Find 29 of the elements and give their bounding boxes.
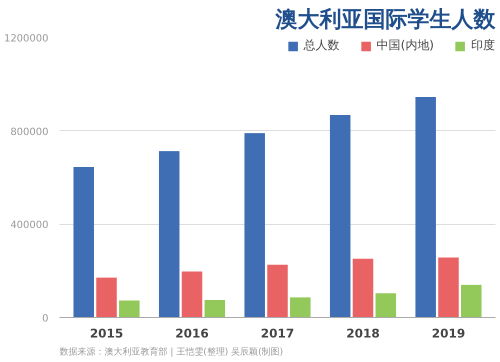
y-tick-label: 400000: [10, 220, 49, 232]
bar: [182, 272, 202, 318]
bar: [244, 133, 265, 318]
bar: [352, 258, 374, 318]
x-tick-label: 2016: [175, 326, 209, 340]
bar: [438, 258, 459, 318]
x-tick-label: 2018: [346, 326, 380, 340]
bar: [73, 167, 94, 318]
y-tick-label: 0: [42, 314, 49, 324]
bar: [330, 114, 350, 318]
bar: [96, 278, 117, 318]
legend-label: 中国(内地): [376, 37, 434, 54]
chart-title: 澳大利亚国际学生人数: [274, 8, 496, 32]
bar: [461, 284, 482, 318]
bar: [267, 264, 288, 318]
bar: [415, 97, 436, 318]
source-note: 数据来源：澳大利亚教育部 | 王恺雯(整理) 吴辰颖(制图): [60, 346, 284, 358]
bar: [158, 151, 180, 318]
bar: [204, 300, 226, 318]
bar: [119, 300, 140, 318]
y-tick-label: 800000: [10, 126, 49, 138]
bar: [290, 297, 311, 318]
x-tick-label: 2015: [90, 326, 124, 340]
legend-label: 总人数: [304, 37, 340, 54]
y-tick-label: 1200000: [4, 34, 49, 44]
legend-label: 印度: [471, 37, 495, 54]
bar: [376, 293, 396, 318]
x-tick-label: 2017: [260, 326, 294, 340]
x-tick-label: 2019: [432, 326, 466, 340]
